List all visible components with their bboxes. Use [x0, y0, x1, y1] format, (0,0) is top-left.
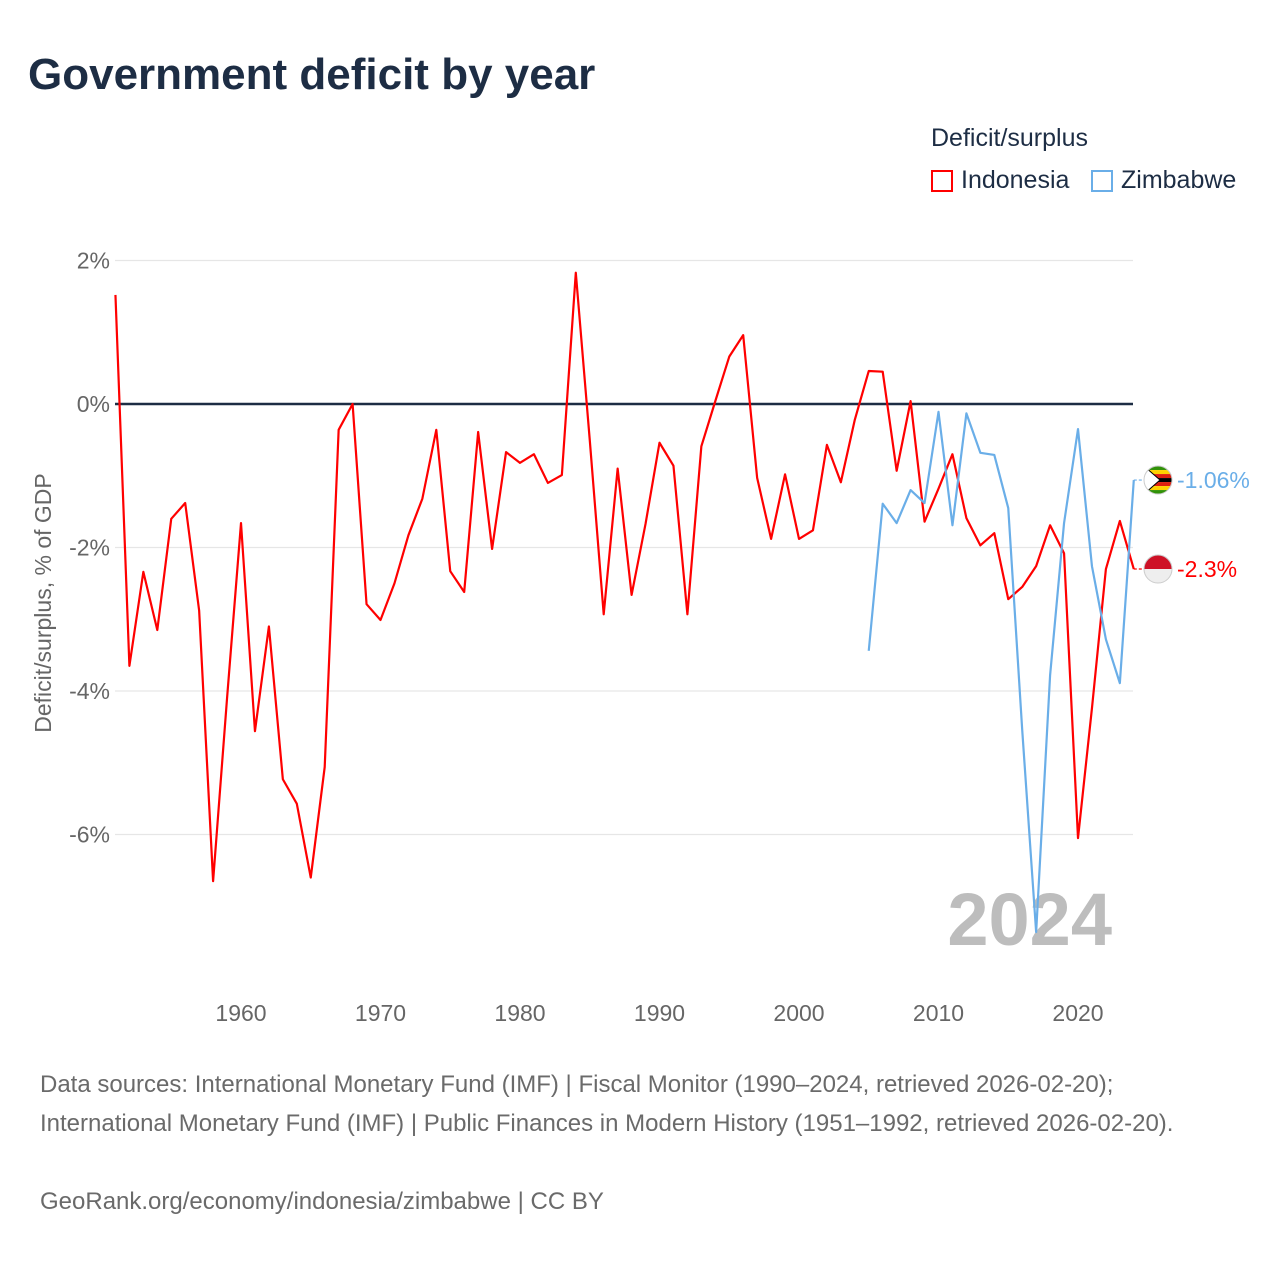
- x-tick-label: 2020: [1052, 1000, 1103, 1026]
- y-tick-label: 2%: [77, 248, 110, 274]
- flag-icon-zimbabwe: [1144, 466, 1172, 495]
- y-tick-label: -6%: [69, 822, 110, 848]
- x-tick-label: 1980: [494, 1000, 545, 1026]
- legend-swatch-zimbabwe: [1091, 169, 1113, 192]
- end-value-label-indonesia: -2.3%: [1177, 556, 1237, 582]
- legend-label: Indonesia: [961, 166, 1070, 194]
- y-tick-label: -2%: [69, 535, 110, 561]
- x-tick-label: 2010: [913, 1000, 964, 1026]
- credit-link[interactable]: GeoRank.org/economy/indonesia/zimbabwe |…: [40, 1188, 604, 1215]
- end-value-label-zimbabwe: -1.06%: [1177, 467, 1250, 493]
- x-tick-label: 1970: [355, 1000, 406, 1026]
- y-tick-label: 0%: [77, 391, 110, 417]
- series-line-zimbabwe: [867, 410, 1135, 934]
- chart-title: Government deficit by year: [28, 50, 596, 99]
- legend-label: Zimbabwe: [1121, 166, 1237, 194]
- x-tick-label: 1990: [634, 1000, 685, 1026]
- x-tick-label: 2000: [773, 1000, 824, 1026]
- legend-item-zimbabwe[interactable]: Zimbabwe: [1091, 166, 1236, 195]
- x-tick-label: 1960: [215, 1000, 266, 1026]
- line-chart: 2% 0% -2% -4% -6% 1960 1970 1980 1990 2000 2010 202…: [30, 248, 1250, 1027]
- y-axis-label: Deficit/surplus, % of GDP: [30, 473, 56, 732]
- year-watermark: 2024: [947, 878, 1112, 961]
- legend-item-indonesia[interactable]: Indonesia: [931, 166, 1069, 195]
- flag-border: [1143, 554, 1173, 584]
- legend-swatch-indonesia: [931, 169, 953, 192]
- y-tick-label: -4%: [69, 678, 110, 704]
- legend-title: Deficit/surplus: [931, 124, 1088, 152]
- data-sources: Data sources: International Monetary Fun…: [40, 1071, 1174, 1137]
- flag-icon-indonesia: [1144, 555, 1172, 584]
- flag-border: [1143, 465, 1173, 495]
- series-line-indonesia: [114, 271, 1135, 883]
